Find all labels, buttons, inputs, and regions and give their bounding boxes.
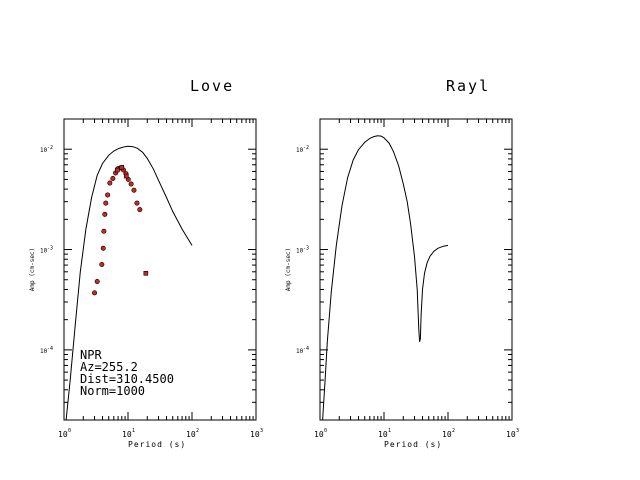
data-point-circle xyxy=(99,261,105,267)
data-point-square xyxy=(119,165,125,170)
x-tick-label-exponent: 3 xyxy=(516,428,519,434)
x-axis-label: Period (s) xyxy=(384,440,442,449)
y-tick-label-base: 10 xyxy=(40,248,48,255)
x-tick-label-exponent: 1 xyxy=(132,428,135,434)
y-tick-label: 10 -3 xyxy=(40,246,53,255)
chart-title: Rayl xyxy=(446,77,490,95)
x-axis-label: Period (s) xyxy=(128,440,186,449)
x-tick-label-base: 10 xyxy=(186,430,196,439)
data-point-square xyxy=(114,167,120,173)
data-point-circle xyxy=(103,200,109,206)
x-tick-label-base: 10 xyxy=(122,430,132,439)
y-tick-label: 10 -2 xyxy=(40,145,53,154)
station-annotation: Dist=310.4500 xyxy=(80,372,174,386)
x-tick-label-exponent: 2 xyxy=(196,428,199,434)
series-line xyxy=(320,135,449,421)
x-tick-label-base: 10 xyxy=(314,430,324,439)
x-tick-label-exponent: 0 xyxy=(324,428,327,434)
x-tick-label: 10 3 xyxy=(250,428,263,439)
data-point-circle xyxy=(100,245,106,251)
data-point-circle xyxy=(94,279,100,285)
y-tick-label-base: 10 xyxy=(40,147,48,154)
y-tick-label-base: 10 xyxy=(296,147,304,154)
data-point-circle xyxy=(105,192,111,198)
x-tick-label-exponent: 2 xyxy=(452,428,455,434)
x-tick-label: 10 0 xyxy=(58,428,71,439)
y-axis-label: Amp (cm-sec) xyxy=(285,248,292,291)
x-tick-label-base: 10 xyxy=(442,430,452,439)
station-annotation: Norm=1000 xyxy=(80,384,145,398)
x-tick-label-exponent: 0 xyxy=(68,428,71,434)
y-tick-label-exponent: -4 xyxy=(303,346,309,352)
y-tick-label-exponent: -2 xyxy=(47,145,53,151)
y-tick-label: 10 -2 xyxy=(296,145,309,154)
station-annotation: NPR xyxy=(80,348,102,362)
y-tick-label-base: 10 xyxy=(296,248,304,255)
data-point-circle xyxy=(92,290,98,296)
y-tick-label-exponent: -3 xyxy=(47,246,53,252)
data-point-circle xyxy=(137,207,143,213)
x-tick-label-base: 10 xyxy=(58,430,68,439)
data-point-circle xyxy=(102,211,108,217)
series-line xyxy=(65,145,193,421)
data-point-square xyxy=(143,270,149,276)
y-tick-label-exponent: -4 xyxy=(47,346,53,352)
data-point-circle xyxy=(128,181,134,187)
y-tick-label-exponent: -2 xyxy=(303,145,309,151)
data-point-circle xyxy=(134,200,140,206)
y-tick-label-base: 10 xyxy=(40,348,48,355)
x-tick-label: 10 1 xyxy=(378,428,391,439)
data-point-circle xyxy=(131,187,137,193)
data-point-circle xyxy=(101,228,107,234)
x-tick-label-exponent: 3 xyxy=(260,428,263,434)
x-tick-label-exponent: 1 xyxy=(388,428,391,434)
data-point-square xyxy=(123,173,129,179)
y-tick-label-base: 10 xyxy=(296,348,304,355)
y-tick-label: 10 -3 xyxy=(296,246,309,255)
x-tick-label: 10 2 xyxy=(442,428,455,439)
x-tick-label-base: 10 xyxy=(250,430,260,439)
x-tick-label-base: 10 xyxy=(378,430,388,439)
plot-frame xyxy=(63,118,257,421)
data-point-circle xyxy=(107,180,113,186)
x-tick-label: 10 2 xyxy=(186,428,199,439)
y-axis-label: Amp (cm-sec) xyxy=(29,248,36,291)
y-tick-label-exponent: -3 xyxy=(303,246,309,252)
chart-title: Love xyxy=(190,77,234,95)
y-tick-label: 10 -4 xyxy=(40,346,53,355)
x-tick-label-base: 10 xyxy=(506,430,516,439)
x-tick-label: 10 0 xyxy=(314,428,327,439)
data-point-circle xyxy=(110,176,116,182)
station-annotation: Az=255.2 xyxy=(80,360,138,374)
plot-frame xyxy=(319,118,513,421)
x-tick-label: 10 1 xyxy=(122,428,135,439)
x-tick-label: 10 3 xyxy=(506,428,519,439)
y-tick-label: 10 -4 xyxy=(296,346,309,355)
